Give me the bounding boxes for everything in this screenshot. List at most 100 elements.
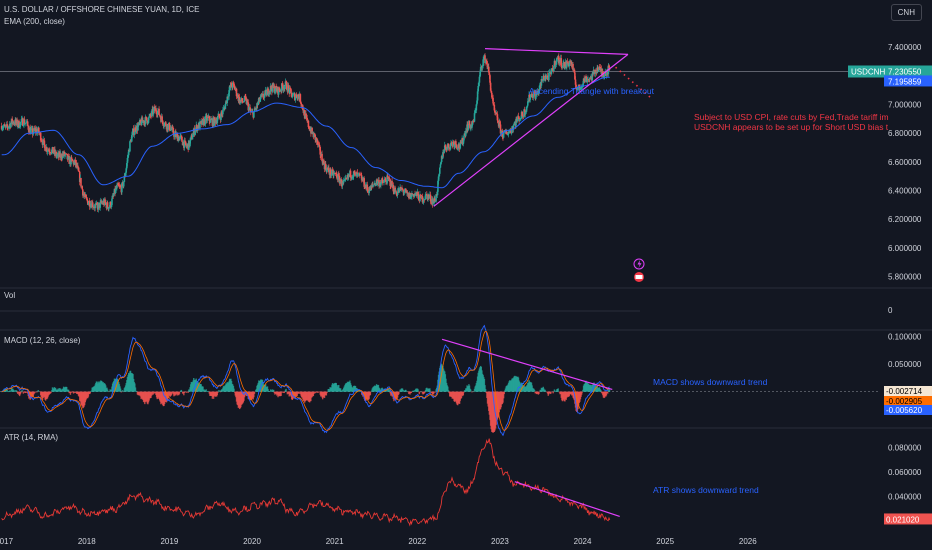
candle-body [435, 194, 437, 202]
candle-body [352, 171, 355, 177]
candle-body [437, 180, 439, 192]
candle-body [129, 141, 131, 152]
candle-body [99, 201, 101, 208]
macd-hist-bar [233, 388, 235, 392]
candle-body [386, 175, 389, 178]
candle-body [218, 113, 220, 117]
price-y-tick: 6.400000 [888, 187, 922, 196]
candle-body [11, 118, 13, 124]
candle-body [371, 184, 374, 187]
candle-body [583, 78, 585, 82]
candle-body [492, 103, 495, 105]
macd-hist-bar [581, 391, 583, 395]
candle-body [603, 74, 606, 76]
candle-body [12, 121, 15, 124]
candle-body [450, 142, 453, 144]
candle-body [608, 65, 610, 68]
candle-body [562, 62, 564, 67]
candle-body [259, 95, 262, 100]
candle-body [478, 76, 481, 83]
candle-body [50, 153, 53, 154]
candle-body [462, 140, 465, 144]
macd-hist-bar [434, 391, 437, 393]
candle-body [459, 141, 462, 149]
candle-body [297, 94, 300, 97]
currency-badge[interactable]: CNH [890, 4, 922, 21]
candle-body [47, 149, 49, 152]
candle-body [337, 174, 340, 176]
candle-body [574, 79, 577, 85]
candle-body [524, 111, 527, 115]
candle-body [65, 153, 68, 155]
candle-body [23, 119, 26, 124]
candle-body [440, 156, 443, 163]
candle-body [8, 125, 10, 128]
candle-body [475, 104, 478, 111]
candle-body [284, 85, 286, 89]
symbol-label: USDCNH [851, 67, 885, 76]
macd-hist-bar [15, 390, 18, 392]
candle-body [137, 122, 140, 126]
x-tick-label: 2021 [326, 537, 344, 546]
candle-body [513, 123, 515, 126]
candle-body [271, 83, 274, 92]
candle-body [285, 82, 288, 90]
candle-body [141, 117, 144, 122]
candle-body [270, 85, 273, 89]
candle-body [501, 130, 504, 137]
candle-body [487, 66, 490, 73]
candle-body [551, 68, 554, 71]
candle-body [323, 160, 325, 164]
candle-body [131, 131, 134, 136]
candle-body [428, 196, 431, 197]
candle-body [267, 88, 269, 95]
candle-body [22, 125, 25, 127]
signal-line [1, 330, 610, 431]
candle-body [484, 55, 486, 63]
macd-hist-bar [553, 389, 556, 392]
candle-body [532, 94, 535, 98]
candle-body [261, 94, 263, 96]
macd-hist-bar [183, 391, 186, 393]
candle-body [163, 123, 166, 126]
candle-body [146, 120, 149, 124]
candle-body [400, 188, 403, 191]
candle-body [368, 191, 370, 194]
candle-body [332, 170, 335, 176]
macd-hist-bar [50, 391, 52, 393]
macd-hist-bar [326, 391, 328, 394]
candle-body [147, 117, 150, 123]
candle-body [10, 122, 12, 128]
candle-body [331, 169, 333, 175]
candle-body [133, 132, 136, 136]
candle-body [595, 70, 597, 73]
candle-body [46, 151, 49, 152]
price-y-tick: 6.600000 [888, 158, 922, 167]
candle-body [127, 149, 130, 156]
candle-body [86, 200, 89, 205]
chart-title: U.S. DOLLAR / OFFSHORE CHINESE YUAN, 1D,… [4, 5, 200, 14]
macd-hist-bar [503, 391, 505, 395]
ascending-triangle [433, 48, 651, 207]
candle-body [575, 84, 577, 90]
candle-body [592, 70, 595, 75]
candle-body [306, 117, 308, 122]
candle-body [375, 183, 377, 186]
candle-body [114, 187, 117, 193]
candle-body [172, 127, 175, 134]
candle-body [274, 91, 276, 93]
candle-body [490, 90, 493, 93]
triangle-lower-line [433, 53, 629, 207]
candle-body [20, 119, 23, 123]
candle-body [424, 194, 427, 200]
macd-hist-bar [253, 391, 255, 398]
candle-body [108, 207, 110, 210]
candle-body [341, 185, 343, 187]
candle-body [305, 113, 307, 116]
candle-body [481, 66, 484, 68]
candle-body [228, 90, 230, 97]
candle-body [216, 119, 219, 123]
macd-hist-bar [219, 390, 221, 392]
symbol-price-tag [848, 65, 932, 78]
